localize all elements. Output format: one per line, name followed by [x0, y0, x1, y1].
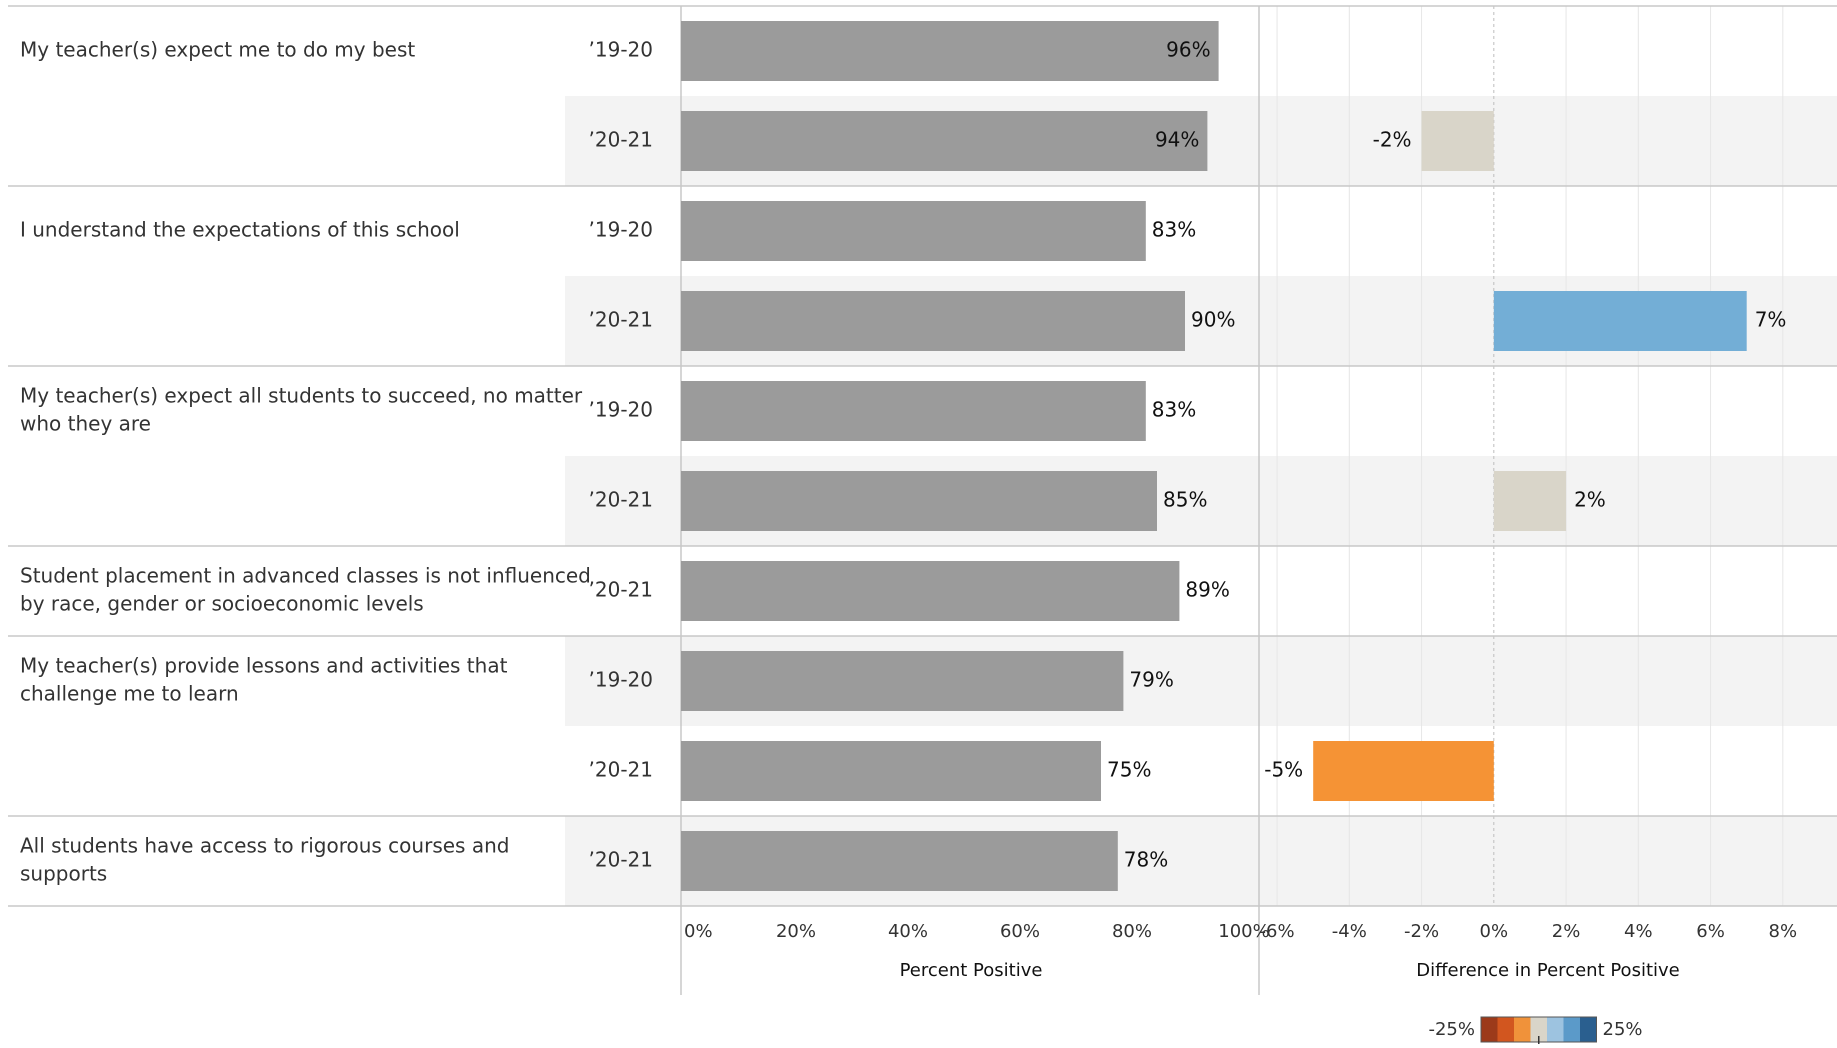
percent-value-label: 85% [1163, 488, 1207, 512]
percent-value-label: 96% [1166, 38, 1210, 62]
right-axis-tick-label: 0% [1480, 921, 1509, 942]
percent-bar [681, 471, 1157, 531]
difference-value-label: 7% [1755, 308, 1787, 332]
question-label: challenge me to learn [20, 682, 239, 706]
right-axis-tick-label: 4% [1624, 921, 1653, 942]
year-label: ’19-20 [589, 668, 653, 692]
difference-value-label: -2% [1373, 128, 1412, 152]
legend-max-label: 25% [1603, 1019, 1643, 1040]
difference-value-label: -5% [1264, 758, 1303, 782]
right-axis-tick-label: 6% [1696, 921, 1725, 942]
percent-bar [681, 831, 1118, 891]
percent-bar [681, 201, 1146, 261]
question-label: by race, gender or socioeconomic levels [20, 592, 424, 616]
right-axis-tick-label: -6% [1260, 921, 1295, 942]
right-axis-tick-label: 8% [1769, 921, 1798, 942]
year-label: ’20-21 [589, 308, 653, 332]
year-label: ’20-21 [589, 128, 653, 152]
difference-bar [1493, 291, 1747, 351]
year-label: ’19-20 [589, 218, 653, 242]
legend-swatch [1530, 1017, 1547, 1042]
percent-value-label: 83% [1152, 398, 1196, 422]
question-label: Student placement in advanced classes is… [20, 564, 591, 588]
percent-value-label: 75% [1107, 758, 1151, 782]
difference-value-label: 2% [1574, 488, 1606, 512]
left-axis-tick-label: 60% [1000, 921, 1040, 942]
right-axis-tick-label: -4% [1332, 921, 1367, 942]
question-label: My teacher(s) provide lessons and activi… [20, 654, 508, 678]
percent-value-label: 94% [1155, 128, 1199, 152]
year-label: ’19-20 [589, 398, 653, 422]
percent-bar [681, 21, 1219, 81]
difference-bar [1493, 471, 1567, 531]
right-axis-tick-label: 2% [1552, 921, 1581, 942]
question-label: who they are [20, 412, 151, 436]
legend-swatch [1514, 1017, 1531, 1042]
year-label: ’20-21 [589, 848, 653, 872]
percent-bar [681, 561, 1180, 621]
left-axis-tick-label: 80% [1112, 921, 1152, 942]
question-label: supports [20, 862, 107, 886]
left-axis-tick-label: 20% [776, 921, 816, 942]
percent-value-label: 90% [1191, 308, 1235, 332]
percent-bar [681, 651, 1124, 711]
difference-bar [1313, 741, 1494, 801]
question-label: All students have access to rigorous cou… [20, 834, 509, 858]
year-label: ’20-21 [589, 578, 653, 602]
percent-bar [681, 741, 1101, 801]
question-label: My teacher(s) expect me to do my best [20, 38, 415, 62]
legend-swatch [1547, 1017, 1564, 1042]
percent-value-label: 79% [1129, 668, 1173, 692]
percent-bar [681, 111, 1208, 171]
right-axis-tick-label: -2% [1404, 921, 1439, 942]
legend-swatch [1481, 1017, 1498, 1042]
year-label: ’20-21 [589, 758, 653, 782]
percent-value-label: 83% [1152, 218, 1196, 242]
right-axis-title: Difference in Percent Positive [1416, 960, 1680, 981]
percent-bar [681, 291, 1185, 351]
difference-bar [1421, 111, 1494, 171]
legend-min-label: -25% [1428, 1019, 1475, 1040]
question-label: I understand the expectations of this sc… [20, 218, 460, 242]
percent-value-label: 89% [1185, 578, 1229, 602]
legend-swatch [1580, 1017, 1597, 1042]
legend-swatch [1497, 1017, 1514, 1042]
legend-swatch [1563, 1017, 1580, 1042]
left-axis-tick-label: 100% [1218, 921, 1269, 942]
question-label: My teacher(s) expect all students to suc… [20, 384, 583, 408]
left-axis-tick-label: 0% [684, 921, 713, 942]
year-label: ’19-20 [589, 38, 653, 62]
left-axis-tick-label: 40% [888, 921, 928, 942]
percent-value-label: 78% [1124, 848, 1168, 872]
left-axis-title: Percent Positive [900, 960, 1043, 981]
year-label: ’20-21 [589, 488, 653, 512]
percent-bar [681, 381, 1146, 441]
